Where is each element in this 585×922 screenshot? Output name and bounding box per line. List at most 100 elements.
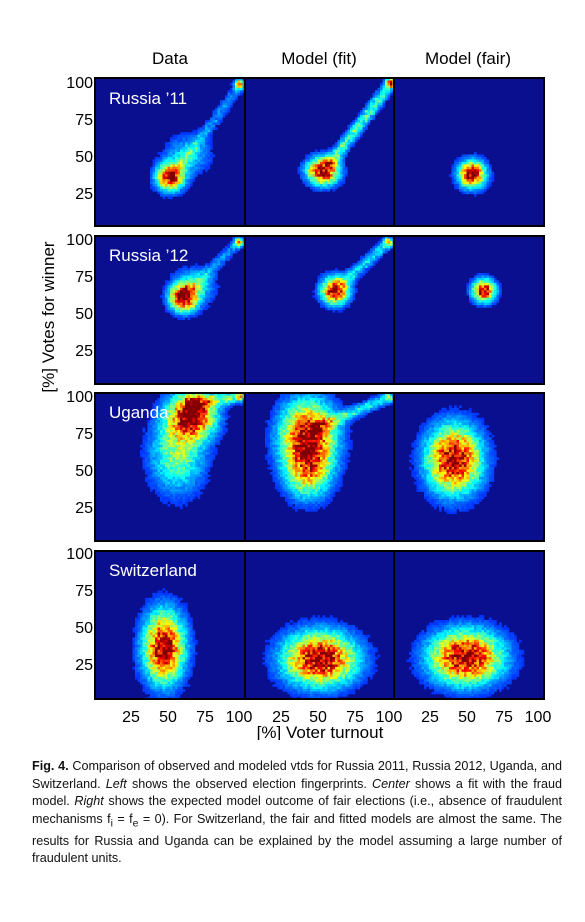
heatmap-cell: [230, 397, 233, 401]
heatmap-cell: [305, 494, 308, 497]
heatmap-cell: [367, 107, 371, 111]
heatmap-cell: [345, 280, 348, 284]
heatmap-cell: [280, 432, 283, 436]
heatmap-cell: [177, 164, 181, 167]
heatmap-cell: [220, 110, 223, 113]
heatmap-cell: [287, 447, 291, 450]
heatmap-cell: [152, 189, 156, 192]
heatmap-cell: [185, 457, 188, 460]
heatmap-cell: [340, 439, 343, 443]
heatmap-cell: [145, 471, 148, 475]
heatmap-cell: [310, 393, 313, 396]
heatmap-cell: [305, 484, 308, 487]
heatmap-cell: [320, 166, 323, 170]
heatmap-cell: [280, 437, 283, 441]
heatmap-cell: [175, 161, 178, 165]
heatmap-cell: [160, 467, 163, 470]
heatmap-cell: [469, 297, 472, 301]
heatmap-cell: [205, 149, 208, 153]
heatmap-cell: [290, 427, 293, 431]
heatmap-cell: [340, 457, 343, 460]
heatmap-cell: [459, 171, 462, 175]
heatmap-cell: [187, 139, 191, 143]
heatmap-cell: [202, 295, 206, 298]
heatmap-cell: [337, 287, 341, 291]
heatmap-cell: [152, 479, 156, 482]
heatmap-cell: [167, 434, 171, 438]
heatmap-cell: [160, 402, 163, 406]
heatmap-cell: [320, 189, 323, 192]
heatmap-cell: [275, 476, 278, 480]
heatmap-cell: [476, 277, 480, 281]
heatmap-cell: [202, 486, 206, 490]
heatmap-cell: [212, 117, 216, 121]
heatmap-cell: [317, 444, 321, 448]
heatmap-cell: [322, 454, 326, 458]
heatmap-cell: [315, 161, 318, 165]
heatmap-cell: [302, 442, 306, 445]
heatmap-cell: [330, 147, 333, 150]
heatmap-cell: [185, 166, 188, 170]
heatmap-cell: [235, 82, 238, 86]
heatmap-cell: [315, 410, 318, 413]
heatmap-cell: [152, 462, 156, 465]
heatmap-cell: [205, 124, 208, 128]
heatmap-cell: [312, 504, 316, 507]
heatmap-cell: [215, 415, 218, 418]
heatmap-cell: [192, 484, 196, 487]
heatmap-cell: [147, 425, 151, 428]
heatmap-cell: [200, 476, 203, 480]
heatmap-cell: [300, 164, 303, 167]
heatmap-cell: [187, 405, 191, 408]
heatmap-cell: [332, 159, 336, 163]
heatmap-cell: [302, 420, 306, 423]
heatmap-cell: [185, 479, 188, 482]
heatmap-cell: [292, 476, 296, 480]
heatmap-cell: [337, 176, 341, 180]
heatmap-cell: [317, 506, 321, 510]
heatmap-panel: [244, 77, 396, 227]
heatmap-cell: [175, 312, 178, 316]
heatmap-cell: [182, 179, 186, 182]
heatmap-cell: [300, 467, 303, 470]
heatmap-cell: [175, 402, 178, 406]
heatmap-cell: [489, 181, 492, 185]
heatmap-cell: [167, 437, 171, 441]
heatmap-cell: [180, 189, 183, 192]
heatmap-cell: [187, 496, 191, 500]
heatmap-cell: [155, 432, 158, 436]
heatmap-cell: [155, 462, 158, 465]
heatmap-cell: [160, 442, 163, 445]
heatmap-cell: [357, 127, 361, 130]
heatmap-cell: [197, 132, 201, 135]
heatmap-cell: [155, 400, 158, 404]
heatmap-cell: [195, 452, 198, 455]
heatmap-cell: [285, 471, 288, 475]
heatmap-cell: [235, 402, 238, 406]
heatmap-cell: [312, 484, 316, 487]
heatmap-cell: [347, 149, 351, 153]
heatmap-cell: [212, 427, 216, 431]
heatmap-cell: [474, 193, 477, 197]
heatmap-cell: [342, 449, 346, 453]
heatmap-cell: [310, 508, 313, 512]
heatmap-cell: [327, 486, 331, 490]
heatmap-cell: [380, 82, 383, 86]
heatmap-cell: [267, 427, 271, 431]
heatmap-cell: [192, 469, 196, 473]
heatmap-cell: [365, 255, 368, 259]
heatmap-cell: [282, 489, 286, 492]
heatmap-cell: [315, 174, 318, 177]
heatmap-cell: [367, 112, 371, 116]
heatmap-cell: [162, 491, 166, 495]
heatmap-cell: [387, 85, 391, 89]
heatmap-cell: [180, 166, 183, 170]
heatmap-cell: [390, 238, 393, 242]
heatmap-cell: [185, 300, 188, 303]
heatmap-cell: [327, 476, 331, 480]
heatmap-cell: [380, 97, 383, 101]
heatmap-cell: [335, 174, 338, 177]
heatmap-cell: [305, 174, 308, 177]
heatmap-cell: [207, 129, 211, 133]
heatmap-cell: [215, 393, 218, 396]
